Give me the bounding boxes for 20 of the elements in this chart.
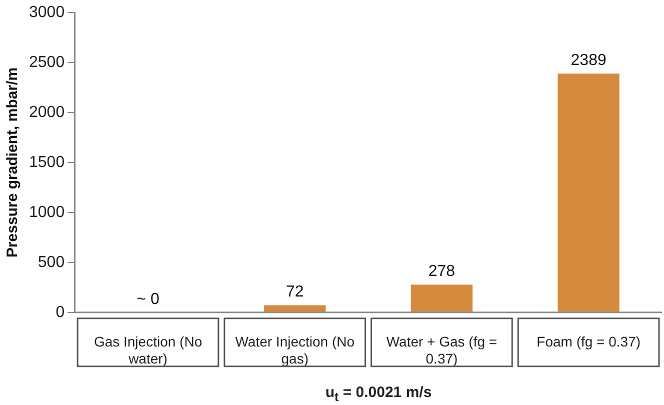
data-label: 2389 [570, 52, 606, 70]
bar [558, 74, 620, 312]
y-tick-label: 1000 [29, 204, 65, 221]
x-tick-label: Foam (fg = 0.37) [536, 334, 641, 350]
y-tick-label: 2500 [29, 54, 65, 71]
y-axis-title: Pressure gradient, mbar/m [4, 67, 22, 258]
data-label: 278 [428, 263, 456, 280]
data-label: 72 [286, 284, 304, 301]
bar [264, 305, 326, 312]
data-label: ~ 0 [136, 290, 160, 308]
y-tick-label: 0 [56, 304, 65, 321]
bar [410, 284, 473, 312]
x-tick-label: Water + Gas (fg = 0.37) [386, 334, 498, 366]
y-tick-label: 2000 [29, 104, 65, 121]
y-tick-label: 1500 [29, 154, 65, 171]
y-tick-label: 3000 [29, 4, 65, 22]
y-tick-label: 500 [38, 254, 65, 271]
x-tick-label: Water Injection (No gas) [235, 334, 355, 366]
x-axis-title: u$_{t}$ = 0.0021 m/s [324, 384, 433, 404]
x-tick-label: Gas Injection (No water) [94, 334, 202, 366]
